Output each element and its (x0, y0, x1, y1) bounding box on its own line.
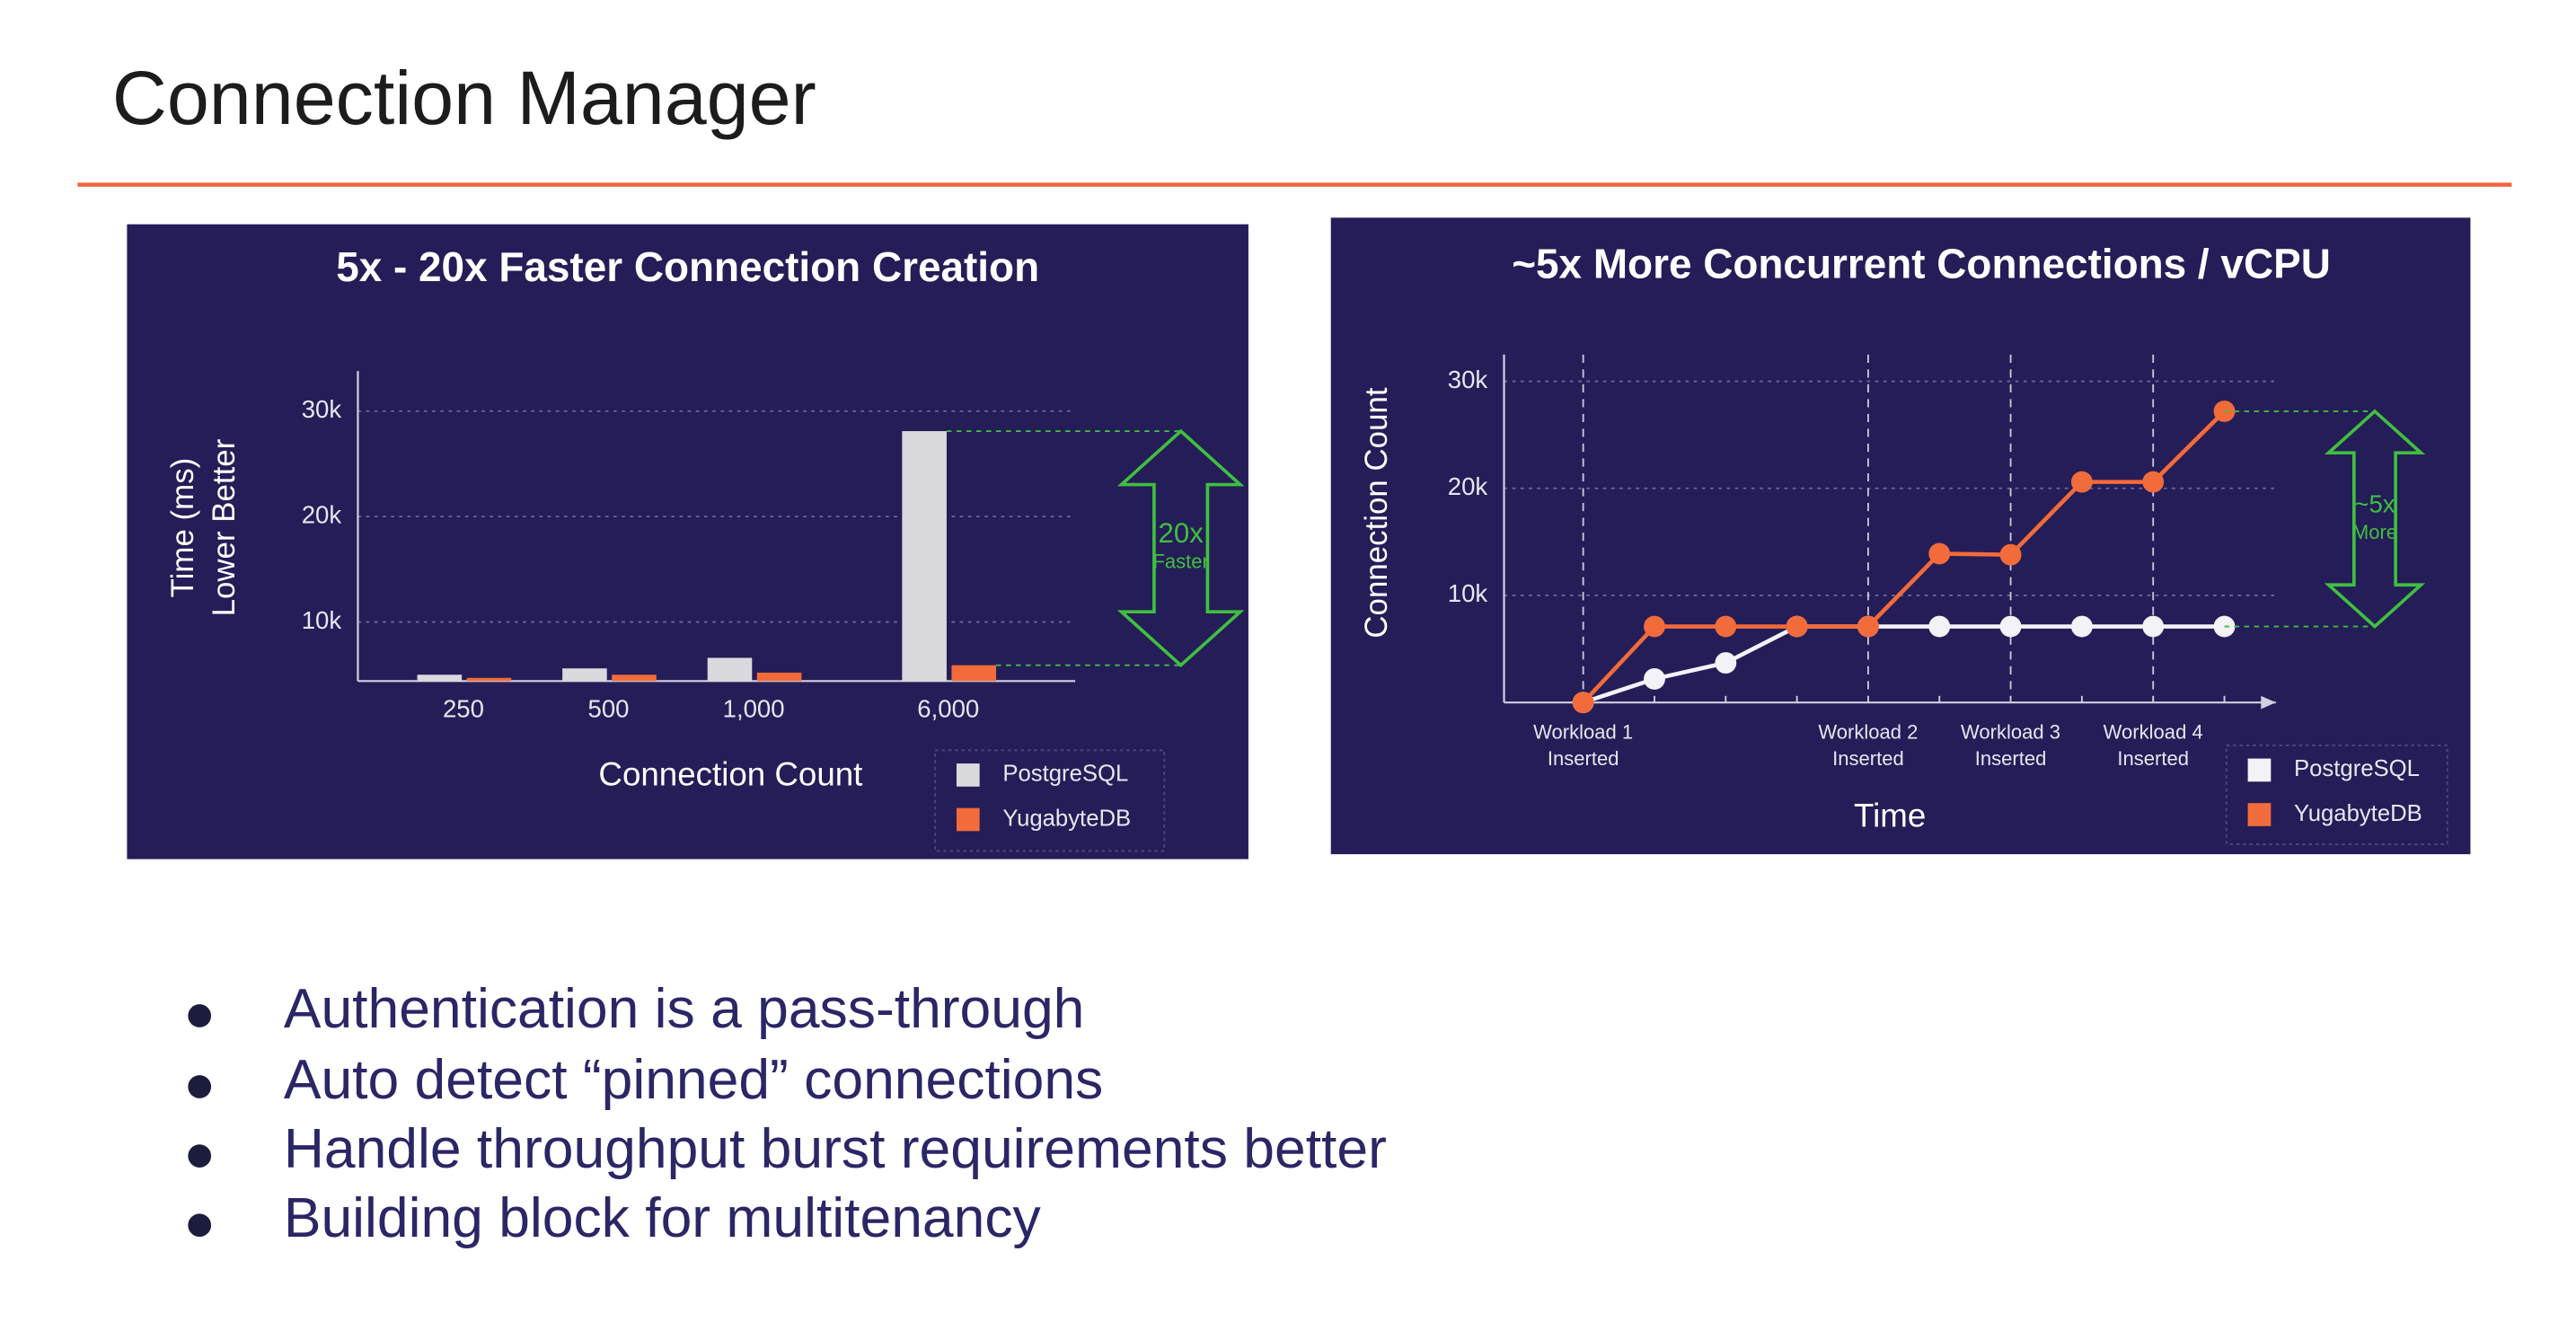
data-point (1786, 615, 1808, 638)
legend-box (2225, 744, 2448, 845)
data-point (1928, 615, 1951, 638)
legend-box (934, 749, 1166, 852)
annotation-note: More (2352, 521, 2397, 543)
x-tick-label: Workload 4 Inserted (2103, 720, 2203, 771)
x-tick-label: Workload 3 Inserted (1961, 720, 2061, 771)
data-point (1572, 692, 1594, 714)
bar (902, 431, 947, 682)
y-tick-label: 10k (302, 606, 342, 634)
chart: ~5x More Concurrent Connections / vCPU 10… (1359, 241, 2448, 845)
y-axis-label: Connection Count (1359, 387, 1394, 638)
bar (707, 657, 753, 682)
x-axis-label: Time (1854, 797, 1926, 833)
annotation-arrow (1116, 428, 1245, 668)
y-tick-label: 20k (1448, 472, 1488, 500)
data-point (1644, 668, 1665, 690)
data-point (2142, 471, 2165, 493)
annotation-note: Faster (1152, 551, 1208, 573)
legend-swatch (2247, 758, 2272, 782)
legend-swatch (956, 807, 980, 832)
data-point (1999, 543, 2022, 566)
annotation-arrow (2324, 409, 2426, 630)
x-axis-label: Connection Count (598, 755, 862, 792)
bullet-dot (188, 1144, 212, 1168)
bar (417, 674, 463, 682)
y-axis-label: Lower Better (207, 438, 242, 616)
bar (951, 665, 997, 682)
bar (562, 668, 607, 682)
x-tick-label-box: Workload 2 Inserted (1818, 720, 1919, 771)
data-point (2142, 615, 2165, 638)
bullet-text: Building block for multitenancy (284, 1186, 1042, 1249)
data-point (1715, 615, 1737, 638)
bullet-text: Authentication is a pass-through (284, 977, 1085, 1040)
y-tick-label: 30k (302, 395, 342, 423)
series-line (1581, 410, 2227, 704)
x-axis-arrow (2261, 695, 2276, 710)
legend-swatch (956, 763, 980, 787)
x-tick-label: Workload 1 Inserted (1533, 720, 1634, 771)
legend-label: YugabyteDB (1002, 806, 1131, 831)
y-tick-label: 10k (1448, 579, 1488, 607)
bar (612, 674, 657, 682)
bullet-dot (188, 1213, 212, 1238)
series-line (1582, 624, 2225, 705)
x-tick-label-box: Workload 3 Inserted (1961, 720, 2061, 771)
data-point (1715, 652, 1737, 674)
x-tick-label-box: Workload 4 Inserted (2103, 720, 2203, 771)
bullet-list: Authentication is a pass-through Auto de… (188, 977, 1387, 1249)
x-tick-label: 1,000 (723, 695, 785, 723)
chart-panel (127, 224, 1248, 860)
x-tick-label: 6,000 (917, 695, 979, 723)
x-tick-label: 500 (588, 695, 630, 723)
bar (756, 672, 802, 682)
bullet-text: Handle throughput burst requirements bet… (284, 1117, 1387, 1180)
y-axis-label: Time (ms) (165, 458, 200, 598)
x-tick-label: 250 (443, 695, 484, 723)
legend-swatch (2247, 803, 2272, 826)
x-tick-label-box: Workload 1 Inserted (1533, 720, 1634, 771)
bullet-dot (188, 1004, 212, 1027)
legend-label: PostgreSQL (2294, 756, 2420, 781)
data-point (1928, 542, 1951, 565)
data-point (1644, 615, 1665, 638)
legend-label: YugabyteDB (2294, 801, 2422, 826)
annotation-label: ~5x (2354, 489, 2395, 517)
y-tick-label: 20k (302, 500, 342, 528)
legend-label: PostgreSQL (1002, 762, 1128, 787)
data-point (1857, 615, 1879, 638)
slide-title: Connection Manager (112, 56, 816, 140)
data-point (2070, 615, 2093, 638)
chart: 5x - 20x Faster Connection Creation 10k 20… (165, 243, 1245, 852)
bullet-text: Auto detect “pinned” connections (284, 1048, 1103, 1111)
bar (466, 677, 512, 682)
data-point (1999, 615, 2022, 638)
chart-panel (1330, 217, 2471, 855)
data-point (2070, 471, 2093, 493)
chart-title: 5x - 20x Faster Connection Creation (336, 243, 1039, 290)
bullet-dot (188, 1075, 212, 1098)
chart-title: ~5x More Concurrent Connections / vCPU (1512, 241, 2331, 287)
y-tick-label: 30k (1448, 366, 1488, 393)
x-tick-label: Workload 2 Inserted (1818, 720, 1919, 771)
annotation-label: 20x (1158, 517, 1204, 549)
